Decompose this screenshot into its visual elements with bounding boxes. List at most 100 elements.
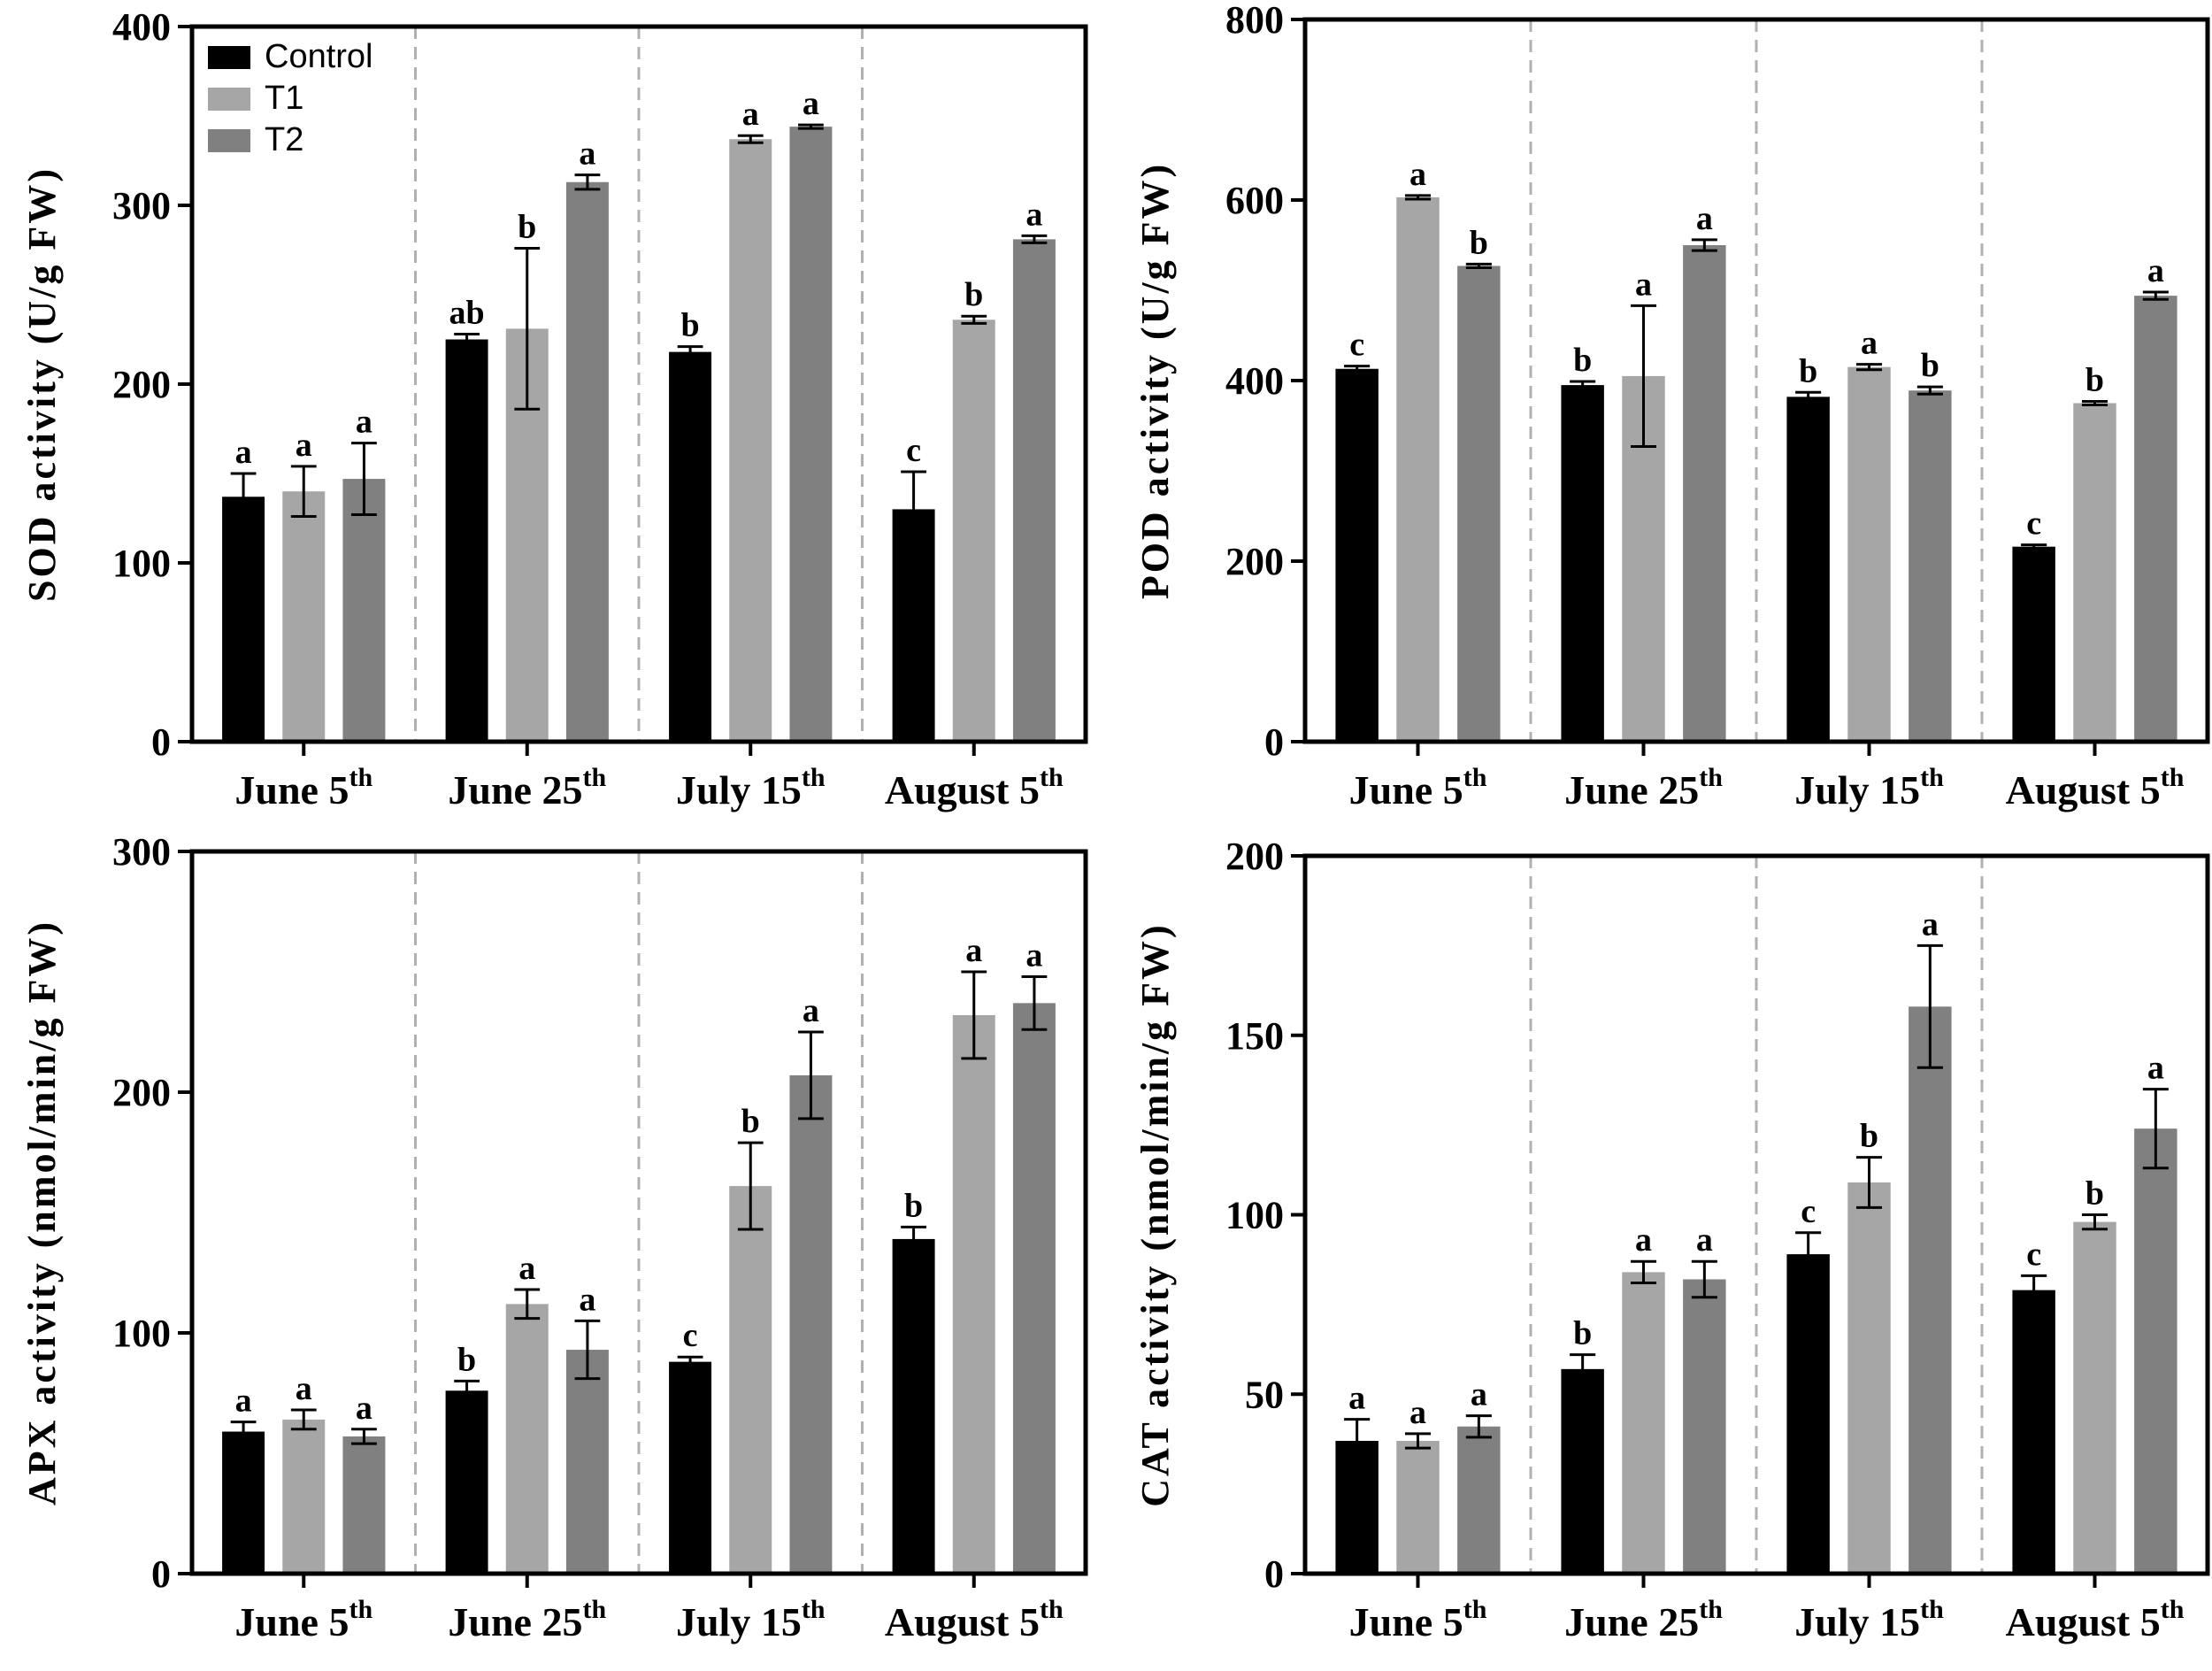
y-tick-label: 0: [151, 720, 171, 764]
significance-letter: a: [235, 434, 252, 471]
significance-letter: b: [1921, 347, 1939, 384]
y-tick-label: 200: [1225, 835, 1284, 878]
y-tick-label: 100: [112, 1312, 171, 1355]
bar-control: [1561, 1368, 1604, 1574]
y-tick-label: 50: [1245, 1373, 1284, 1416]
category-main: June 25: [448, 767, 582, 812]
significance-letter: a: [1025, 936, 1042, 974]
x-category-label: July 15th: [1794, 763, 1944, 812]
bar-control: [2012, 1290, 2055, 1574]
category-superscript: th: [2161, 763, 2185, 792]
y-tick-label: 100: [112, 542, 171, 585]
category-superscript: th: [1920, 763, 1944, 792]
category-superscript: th: [1040, 763, 1064, 792]
bar-t2: [1012, 239, 1056, 742]
y-tick-label: 0: [151, 1552, 171, 1596]
category-superscript: th: [349, 1595, 373, 1624]
significance-letter: a: [235, 1382, 252, 1420]
category-main: June 5: [234, 1599, 349, 1644]
significance-letter: a: [803, 992, 819, 1029]
significance-letter: a: [1696, 1221, 1713, 1259]
bar-control: [1786, 397, 1830, 742]
bar-control: [445, 339, 488, 742]
category-main: June 5: [1349, 767, 1463, 812]
category-main: July 15: [1794, 767, 1920, 812]
y-axis-label: APX activity (nmol/min/g FW): [20, 920, 64, 1505]
bar-t1: [1622, 1272, 1665, 1574]
bar-t2: [1683, 245, 1726, 742]
significance-letter: b: [457, 1341, 476, 1378]
significance-letter: a: [579, 135, 595, 173]
x-category-label: June 5th: [1349, 763, 1487, 812]
y-tick-label: 100: [1225, 1194, 1284, 1237]
significance-letter: a: [1861, 325, 1878, 362]
significance-letter: b: [518, 208, 536, 245]
significance-letter: a: [803, 85, 819, 122]
bar-t1: [729, 139, 772, 742]
category-superscript: th: [1463, 1595, 1487, 1624]
legend-swatch-t2: [208, 129, 250, 152]
significance-letter: c: [2026, 1236, 2041, 1273]
x-category-label: August 5th: [885, 1595, 1064, 1644]
bar-t1: [1847, 1182, 1891, 1574]
y-axis-label: CAT activity (nmol/min/g FW): [1133, 922, 1177, 1506]
y-tick-label: 200: [1225, 540, 1284, 583]
significance-letter: ab: [449, 294, 485, 331]
bar-control: [892, 1238, 935, 1574]
x-category-label: June 25th: [448, 1595, 606, 1644]
bar-t1: [282, 1419, 326, 1574]
x-category-label: June 25th: [448, 763, 606, 812]
bar-t1: [2073, 1221, 2116, 1574]
category-main: June 5: [234, 767, 349, 812]
category-main: July 15: [1794, 1599, 1920, 1644]
significance-letter: a: [1025, 196, 1042, 233]
bar-t1: [952, 320, 995, 742]
category-superscript: th: [582, 1595, 606, 1624]
bar-t1: [505, 1304, 549, 1574]
bar-t1: [1396, 196, 1440, 742]
category-main: August 5: [885, 767, 1040, 812]
bar-t2: [1909, 390, 1952, 742]
category-main: June 5: [1349, 1599, 1463, 1644]
category-superscript: th: [802, 763, 826, 792]
bar-control: [669, 351, 712, 742]
significance-letter: a: [356, 404, 373, 441]
y-tick-label: 400: [112, 5, 171, 49]
bar-t1: [729, 1186, 772, 1574]
bar-t1: [1396, 1440, 1440, 1574]
x-category-label: June 25th: [1564, 1595, 1723, 1644]
bar-t2: [565, 1350, 609, 1574]
significance-letter: a: [1409, 156, 1426, 193]
x-category-label: June 5th: [1349, 1595, 1487, 1644]
y-tick-label: 300: [112, 184, 171, 227]
bar-control: [222, 497, 265, 742]
y-axis-label: SOD activity (U/g FW): [20, 166, 64, 602]
significance-letter: a: [1635, 1221, 1652, 1259]
bar-t2: [1457, 1426, 1501, 1574]
significance-letter: a: [356, 1390, 373, 1427]
legend-label: T2: [265, 121, 303, 158]
category-main: July 15: [676, 767, 802, 812]
category-main: June 25: [1564, 1599, 1699, 1644]
y-tick-label: 0: [1264, 1552, 1284, 1596]
significance-letter: a: [579, 1281, 595, 1318]
significance-letter: b: [1573, 342, 1592, 379]
significance-letter: a: [296, 1370, 312, 1407]
category-main: June 25: [448, 1599, 582, 1644]
significance-letter: a: [518, 1250, 535, 1287]
significance-letter: c: [906, 432, 921, 469]
x-category-label: June 25th: [1564, 763, 1723, 812]
significance-letter: b: [2085, 1175, 2104, 1213]
category-superscript: th: [1699, 763, 1723, 792]
bar-t1: [2073, 403, 2116, 742]
x-category-label: August 5th: [2006, 1595, 2185, 1644]
significance-letter: b: [1860, 1118, 1878, 1155]
significance-letter: a: [1348, 1380, 1365, 1417]
category-main: July 15: [676, 1599, 802, 1644]
legend-label: T1: [265, 80, 303, 117]
significance-letter: a: [296, 427, 312, 464]
bar-control: [669, 1361, 712, 1574]
bar-t2: [565, 181, 609, 743]
